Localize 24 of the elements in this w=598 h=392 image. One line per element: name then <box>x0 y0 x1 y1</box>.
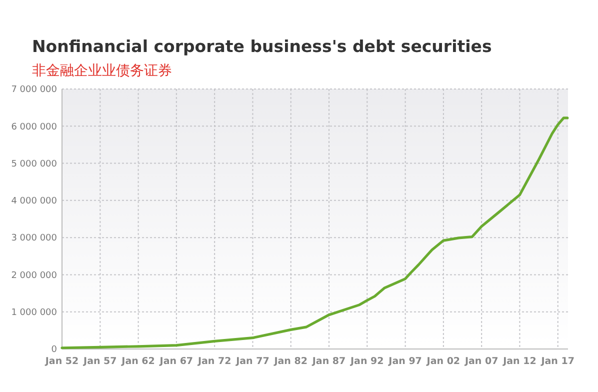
x-tick-label: Jan 97 <box>388 356 422 367</box>
y-tick-label: 4 000 000 <box>11 196 58 207</box>
y-tick-label: 7 000 000 <box>11 85 58 96</box>
x-tick-label: Jan 77 <box>235 356 270 367</box>
x-tick-label: Jan 17 <box>540 356 574 367</box>
y-tick-label: 1 000 000 <box>11 308 58 318</box>
x-tick-label: Jan 67 <box>158 356 194 367</box>
y-tick-label: 6 000 000 <box>11 122 58 132</box>
x-tick-label: Jan 07 <box>464 356 498 367</box>
x-tick-label: Jan 72 <box>196 356 232 367</box>
x-tick-label: Jan 62 <box>120 356 155 367</box>
x-tick-label: Jan 87 <box>311 356 346 367</box>
y-tick-label: 3 000 000 <box>11 234 58 244</box>
y-tick-label: 5 000 000 <box>11 159 58 170</box>
x-tick-label: Jan 52 <box>44 356 79 367</box>
y-tick-label: 2 000 000 <box>11 270 58 281</box>
x-tick-label: Jan 82 <box>273 356 308 367</box>
y-tick-label: 0 <box>51 345 58 356</box>
x-tick-label: Jan 57 <box>82 356 117 367</box>
x-tick-label: Jan 92 <box>350 356 384 367</box>
x-tick-label: Jan 02 <box>426 356 460 367</box>
chart-title: Nonfinancial corporate business's debt securities <box>32 37 492 56</box>
chart-subtitle: 非金融企业业债务证券 <box>32 63 172 79</box>
x-tick-label: Jan 12 <box>502 356 536 367</box>
